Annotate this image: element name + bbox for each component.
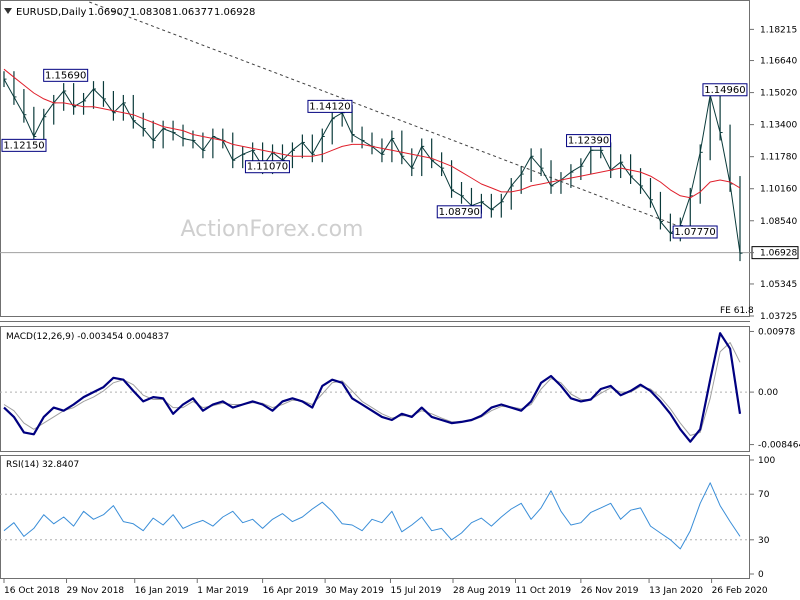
annotation-box — [436, 205, 482, 219]
fe-label: FE 61.8 — [720, 306, 754, 316]
time-tick-label: 16 Jan 2019 — [135, 586, 189, 596]
rsi-tick-label: 70 — [758, 490, 770, 500]
price-tick-label: 1.10160 — [760, 185, 797, 195]
macd-axis: 0.00978 0.00 -0.008464 — [750, 327, 800, 451]
price-tick-label: 1.06928 — [760, 249, 797, 259]
annotation-box — [1, 138, 47, 152]
price-tick-label: 1.15020 — [760, 89, 797, 99]
price-annotation: 1.15690 — [43, 68, 89, 82]
annotation-label: 1.14120 — [309, 101, 350, 112]
rsi-layer — [0, 482, 750, 550]
price-annotation: 1.12150 — [1, 138, 47, 152]
rsi-label: RSI(14) 32.8407 — [6, 460, 79, 470]
time-tick-label: 1 Mar 2019 — [197, 586, 249, 596]
time-tick-label: 28 Aug 2019 — [453, 586, 511, 596]
time-tick-label: 30 May 2019 — [325, 586, 384, 596]
ohlc-open: 1.06907 — [88, 7, 129, 18]
price-tick-label: 1.18215 — [760, 25, 797, 35]
macd-line — [3, 332, 742, 443]
macd-tick-label: 0.00978 — [758, 327, 795, 337]
price-annotation: 1.11070 — [244, 160, 290, 174]
rsi-tick-label: 100 — [758, 456, 775, 466]
rsi-pane — [0, 455, 750, 579]
macd-layer — [0, 332, 750, 443]
time-tick-label: 29 Nov 2018 — [67, 586, 125, 596]
macd-label: MACD(12,26,9) -0.003454 0.004837 — [6, 332, 169, 342]
price-tick-label: 1.11780 — [760, 153, 797, 163]
time-tick-label: 15 Jul 2019 — [390, 586, 441, 596]
annotation-label: 1.11070 — [247, 162, 288, 173]
macd-tick-label: -0.008464 — [758, 441, 800, 451]
price-annotations: 1.15690 1.12150 1.14120 1.11070 1.08790 1.123… — [1, 68, 748, 239]
dropdown-arrow-icon[interactable] — [4, 8, 12, 14]
annotation-box — [43, 68, 89, 82]
annotation-box — [244, 160, 290, 174]
annotation-label: 1.14960 — [704, 85, 745, 96]
annotation-label: 1.08790 — [439, 207, 480, 218]
watermark-text: ActionForex.com — [181, 217, 364, 242]
price-annotation: 1.14120 — [307, 99, 353, 113]
time-tick-label: 13 Jan 2020 — [649, 586, 703, 596]
annotation-box — [672, 225, 718, 239]
sma-line — [3, 68, 741, 199]
time-tick-label: 11 Oct 2019 — [516, 586, 572, 596]
price-tick-label: 1.16640 — [760, 57, 797, 67]
price-series-line — [3, 78, 741, 254]
price-axis: 1.18215 1.16640 1.15020 1.13400 1.11780 1.101… — [750, 25, 799, 322]
annotation-label: 1.15690 — [45, 70, 86, 81]
macd-pane — [0, 326, 750, 452]
price-tick-label: 1.03725 — [760, 312, 797, 322]
rsi-tick-label: 0 — [758, 570, 764, 580]
time-tick-label: 16 Apr 2019 — [263, 586, 319, 596]
annotation-label: 1.12150 — [3, 140, 44, 151]
price-pane — [0, 0, 750, 317]
symbol-label: EURUSD,Daily — [16, 7, 87, 18]
annotation-box — [307, 99, 353, 113]
price-annotation: 1.08790 — [436, 205, 482, 219]
annotation-label: 1.07770 — [674, 227, 715, 238]
time-tick-label: 26 Feb 2020 — [712, 586, 768, 596]
time-tick-label: 16 Oct 2018 — [4, 586, 60, 596]
rsi-axis: 100 70 30 0 — [750, 456, 775, 580]
price-tick-label: 1.13400 — [760, 121, 797, 131]
annotation-label: 1.12390 — [568, 136, 609, 147]
price-tick-label: 1.05345 — [760, 280, 797, 290]
ohlc-low: 1.06377 — [172, 7, 213, 18]
price-annotation: 1.14960 — [702, 83, 748, 97]
macd-tick-label: 0.00 — [758, 388, 778, 398]
rsi-tick-label: 30 — [758, 536, 770, 546]
price-tick-label: 1.08540 — [760, 217, 797, 227]
macd-signal-line — [3, 342, 741, 436]
rsi-line — [3, 482, 741, 550]
trendline — [89, 1, 705, 237]
time-axis: 16 Oct 2018 29 Nov 2018 16 Jan 2019 1 Mar 2… — [3, 579, 768, 596]
annotation-box — [702, 83, 748, 97]
ohlc-high: 1.08308 — [130, 7, 171, 18]
price-annotation: 1.12390 — [566, 134, 612, 148]
annotation-box — [566, 134, 612, 148]
time-tick-label: 26 Nov 2019 — [581, 586, 639, 596]
ohlc-close: 1.06928 — [214, 7, 255, 18]
price-layer — [0, 1, 750, 262]
price-annotation: 1.07770 — [672, 225, 718, 239]
